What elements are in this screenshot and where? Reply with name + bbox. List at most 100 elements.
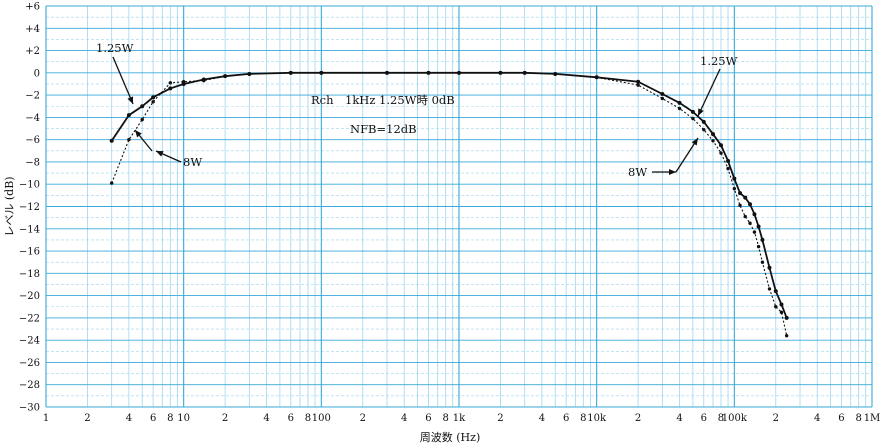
label-8w-high-tail-arrowhead	[691, 138, 698, 146]
x-tick-label: 1k	[453, 413, 466, 424]
x-tick-label: 8	[580, 413, 586, 424]
data-point-1-25w	[773, 289, 778, 294]
label-8w-low-tail-arrowhead	[135, 130, 142, 138]
y-tick-label: −18	[19, 269, 40, 280]
data-point-1-25w	[660, 91, 665, 96]
data-point-8w	[691, 116, 695, 121]
x-tick-label: 6	[150, 413, 156, 424]
data-point-8w	[109, 181, 114, 185]
x-tick-label: 2	[84, 413, 90, 424]
label-8w-low-arrowhead	[156, 151, 164, 157]
y-tick-label: −8	[25, 157, 40, 168]
x-tick-label: 6	[425, 413, 431, 424]
data-point-1-25w	[767, 265, 772, 270]
label-1-25w-high-leader	[697, 68, 721, 117]
data-point-1-25w	[748, 202, 753, 207]
data-point-1-25w	[711, 132, 716, 137]
data-point-8w	[636, 83, 640, 87]
x-tick-label: 4	[401, 413, 407, 424]
data-point-8w	[726, 166, 730, 171]
data-point-8w	[779, 310, 784, 315]
y-tick-label: −22	[19, 313, 40, 324]
x-tick-label: 6	[701, 413, 707, 424]
data-point-8w	[732, 186, 737, 191]
x-axis-label: 周波数 (Hz)	[420, 431, 480, 444]
y-tick-label: −24	[19, 336, 40, 347]
data-point-8w	[522, 71, 527, 75]
data-point-8w	[784, 334, 789, 338]
label-1-25w-low-leader	[112, 56, 134, 105]
y-tick-label: −2	[25, 91, 40, 102]
x-tick-label: 6	[563, 413, 569, 424]
data-point-1-25w	[743, 195, 748, 200]
y-tick-label: −4	[25, 113, 40, 124]
data-point-8w	[774, 305, 778, 309]
x-tick-label: 100k	[722, 413, 748, 424]
nfb-note: NFB=12dB	[350, 122, 417, 136]
data-point-8w	[553, 72, 557, 76]
data-point-8w	[748, 221, 752, 225]
data-point-1-25w	[690, 109, 695, 114]
y-tick-label: −12	[19, 202, 40, 213]
y-tick-label: −30	[19, 403, 40, 414]
data-point-8w	[760, 260, 765, 264]
data-point-8w	[223, 74, 227, 78]
data-point-1-25w	[779, 302, 784, 307]
data-point-8w	[719, 151, 723, 155]
label-8w-high-arrowhead	[669, 169, 676, 175]
data-point-1-25w	[752, 212, 757, 217]
y-axis-ticks: +6 +4 +2 0 −2 −4 −6 −8 −10 −12 −14 −16 −18 −20 −22 −24 −…	[19, 2, 40, 414]
data-point-8w	[127, 137, 131, 142]
y-tick-label: −10	[19, 180, 40, 191]
x-tick-label: 8	[855, 413, 861, 424]
y-tick-label: −20	[19, 291, 40, 302]
x-tick-label: 2	[360, 413, 366, 424]
x-tick-label: 8	[167, 413, 173, 424]
x-tick-label: 2	[635, 413, 641, 424]
data-point-8w	[738, 203, 742, 208]
y-tick-label: −14	[19, 224, 40, 235]
data-point-8w	[743, 214, 747, 219]
data-point-1-25w	[168, 86, 173, 91]
x-tick-label: 4	[126, 413, 132, 424]
label-1-25w-low: 1.25W	[96, 41, 134, 55]
data-point-8w	[319, 71, 324, 75]
data-point-8w	[385, 71, 389, 75]
data-point-8w	[702, 127, 706, 132]
series-layer	[109, 70, 789, 338]
x-tick-label: 8	[718, 413, 724, 424]
data-point-1-25w	[677, 100, 682, 105]
x-tick-label: 8	[442, 413, 448, 424]
data-point-1-25w	[701, 119, 706, 124]
x-tick-label: 6	[838, 413, 844, 424]
data-point-1-25w	[151, 95, 156, 100]
x-tick-label: 4	[676, 413, 682, 424]
y-tick-label: −6	[25, 135, 40, 146]
data-point-1-25w	[718, 143, 723, 148]
data-point-8w	[711, 139, 715, 143]
annotation-layer: Rch 1kHz 1.25W時 0dB NFB=12dB 1.25W 8W 1.…	[96, 41, 738, 179]
data-point-8w	[756, 244, 761, 249]
y-tick-label: +2	[25, 46, 40, 57]
data-point-1-25w	[738, 191, 743, 196]
data-point-8w	[151, 100, 155, 104]
data-point-8w	[457, 71, 461, 75]
x-tick-label: 10	[177, 413, 190, 424]
data-point-8w	[498, 71, 503, 75]
x-tick-label: 100	[312, 413, 331, 424]
x-tick-label: 1	[43, 413, 49, 424]
y-tick-label: −26	[19, 358, 40, 369]
data-point-8w	[594, 75, 599, 79]
x-tick-label: 10k	[587, 413, 607, 424]
y-tick-label: −16	[19, 247, 40, 258]
x-tick-label: 2	[222, 413, 228, 424]
data-point-1-25w	[760, 237, 765, 242]
data-point-1-25w	[726, 158, 731, 163]
x-tick-label: 4	[814, 413, 820, 424]
y-tick-label: −28	[19, 380, 40, 391]
label-1-25w-high: 1.25W	[700, 54, 738, 68]
x-tick-label: 1M	[864, 413, 880, 424]
